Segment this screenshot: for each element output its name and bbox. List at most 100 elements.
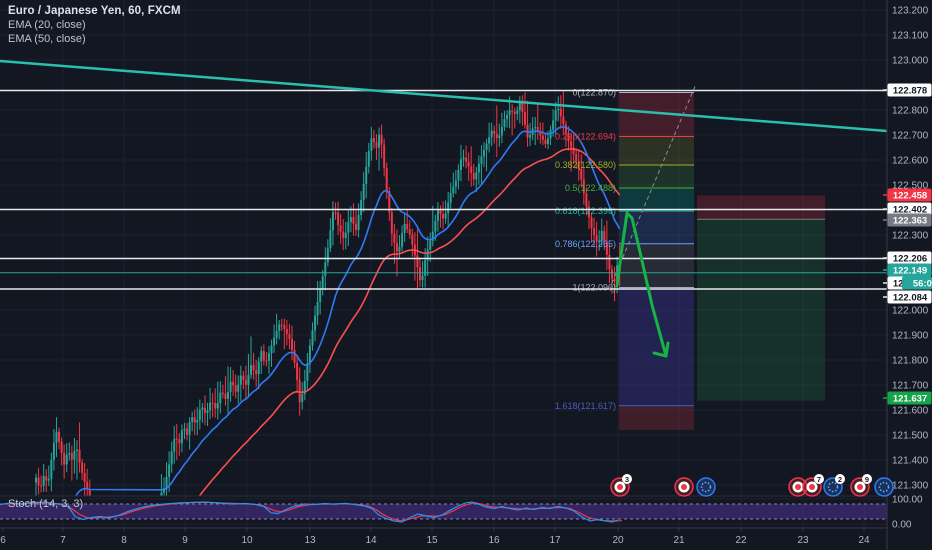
candle-body — [237, 384, 240, 392]
candle-body — [544, 139, 547, 145]
candle-body — [63, 453, 66, 465]
candle-body — [267, 353, 270, 361]
candle-body — [198, 409, 201, 420]
idea-marker-dot — [681, 484, 687, 490]
fib-band — [619, 243, 694, 288]
candle-body — [572, 147, 575, 154]
ema50-line — [198, 148, 621, 496]
idea-marker[interactable] — [788, 477, 808, 497]
candle-body — [255, 370, 258, 375]
candle-body — [416, 255, 419, 268]
trendline-drawing[interactable] — [0, 59, 887, 133]
indicator-ema50-label[interactable]: EMA (50, close) — [8, 33, 86, 45]
candle-body — [493, 130, 496, 134]
stoch-band — [0, 504, 887, 519]
candle-body — [75, 449, 78, 451]
price-badge: 122.149 — [883, 263, 932, 277]
price-tick-label: 121.600 — [892, 406, 929, 417]
candle-body — [275, 330, 278, 338]
candle-body — [321, 276, 324, 290]
candle-body — [500, 126, 503, 136]
stoch-indicator-label[interactable]: Stoch (14, 3, 3) — [8, 498, 84, 510]
idea-marker[interactable] — [696, 477, 716, 497]
candle-body — [575, 154, 578, 162]
fib-band — [619, 165, 694, 188]
time-axis[interactable]: 6 7 8 9 10 13 14 15 16 17 20 21 22 23 24 — [0, 528, 870, 546]
time-tick-label: 10 — [241, 535, 253, 546]
candle-body — [498, 135, 501, 138]
idea-marker[interactable]: 7 — [802, 474, 824, 497]
fib-band-tail — [619, 405, 694, 430]
candle-body — [559, 108, 562, 117]
candle-body — [465, 157, 468, 162]
badge-bg — [887, 213, 932, 227]
price-tick-label: 123.200 — [892, 6, 929, 17]
candle-body — [262, 351, 265, 361]
candle-body — [436, 210, 439, 221]
candle-body — [203, 407, 206, 413]
idea-marker[interactable]: 3 — [610, 474, 632, 497]
candle-body — [511, 110, 514, 112]
candle-body — [342, 231, 345, 238]
badge-bg — [887, 263, 932, 277]
time-tick-label: 22 — [735, 535, 747, 546]
idea-marker-badge-count: 7 — [817, 475, 821, 484]
candle-body — [273, 337, 276, 346]
price-badge: 122.084 — [883, 290, 932, 304]
candle-body — [221, 392, 224, 394]
candle-body — [362, 183, 365, 201]
ema20-line — [75, 126, 621, 496]
candle-body — [270, 345, 273, 354]
idea-marker-dot — [809, 484, 815, 490]
badge-text: 122.149 — [893, 266, 927, 277]
idea-marker-pattern — [827, 481, 839, 493]
candle-body — [219, 392, 222, 403]
forecast-arrow-drawing[interactable] — [615, 211, 670, 358]
candle-body — [196, 419, 199, 423]
time-tick-label: 16 — [488, 535, 500, 546]
candle-body — [252, 365, 255, 371]
idea-marker[interactable]: 2 — [823, 474, 845, 497]
badge-bg — [887, 188, 932, 202]
candle-body — [585, 193, 588, 207]
candle-body — [490, 130, 493, 138]
fib-band — [619, 287, 694, 406]
candle-body — [518, 100, 521, 111]
idea-marker-badge-count: 9 — [865, 475, 869, 484]
idea-marker[interactable] — [874, 477, 894, 497]
price-axis-labels: 123.200 123.100 123.000 122.800 122.700 122.6… — [892, 6, 929, 531]
indicator-ema20-label[interactable]: EMA (20, close) — [8, 19, 86, 31]
symbol-title[interactable]: Euro / Japanese Yen, 60, FXCM — [8, 5, 181, 17]
price-badge: 122.878 — [883, 83, 932, 97]
price-tick-label: 122.800 — [892, 106, 929, 117]
candle-body — [337, 212, 340, 226]
candle-body — [201, 407, 204, 410]
fib-band — [619, 136, 694, 165]
price-tick-label: 121.800 — [892, 356, 929, 367]
candle-body — [562, 116, 565, 125]
price-badge: 122.458 — [883, 188, 932, 202]
projection-dashed-line[interactable] — [608, 83, 697, 291]
candle-body — [247, 375, 250, 385]
short-position-tool[interactable] — [697, 195, 825, 401]
badge-bg — [902, 276, 932, 290]
candle-body — [613, 278, 616, 282]
idea-marker[interactable] — [674, 477, 694, 497]
time-tick-label: 6 — [0, 535, 6, 546]
candle-body — [244, 379, 247, 385]
candle-body — [183, 428, 186, 431]
fib-retracement-drawing[interactable] — [619, 92, 694, 431]
candle-body — [370, 138, 373, 151]
badge-bg — [887, 202, 932, 216]
time-tick-label: 17 — [549, 535, 561, 546]
idea-marker-badge — [814, 474, 824, 484]
candle-body — [554, 110, 557, 121]
candle-body — [598, 240, 601, 242]
candle-body — [214, 403, 217, 409]
idea-marker[interactable]: 9 — [850, 474, 872, 497]
candle-body — [380, 134, 383, 145]
candle-body — [160, 492, 163, 496]
candle-body — [605, 241, 608, 255]
price-tick-label: 123.000 — [892, 56, 929, 67]
